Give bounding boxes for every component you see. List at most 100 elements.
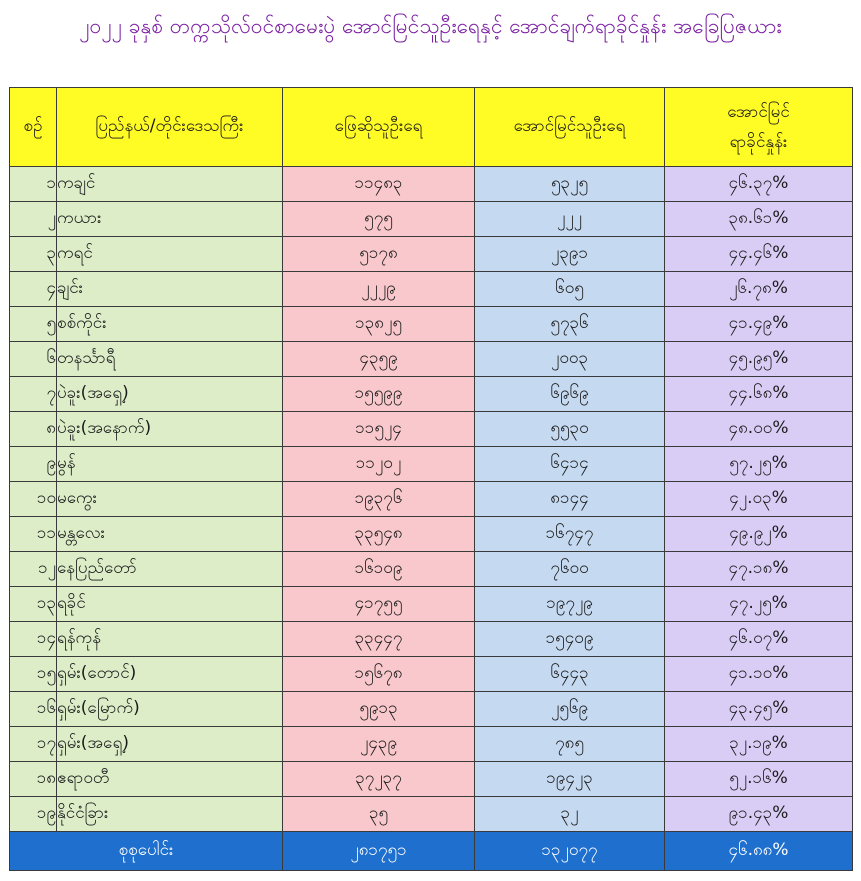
table-row: ၇ပဲခူး(အရှေ့) ၁၅၅၉၉ ၆၉၆၉ ၄၄.၆၈% [9,376,853,412]
region-name-cell: ချင်း [56,271,283,307]
passed-count-cell: ၅၃၂၅ [474,166,665,202]
sat-count-cell: ၁၆၁၀၉ [282,551,475,587]
sat-count-cell: ၄၃၅၉ [282,341,475,377]
pass-rate-cell: ၅၂.၁၆% [664,761,853,797]
pass-rate-cell: ၄၁.၁၀% [664,656,853,692]
passed-count-cell: ၂၀၀၃ [474,341,665,377]
sat-count-cell: ၃၇၂၃၇ [282,761,475,797]
sat-count-cell: ၁၅၅၉၉ [282,376,475,412]
row-number-cell: ၁၄ [9,621,57,657]
pass-rate-cell: ၄၄.၄၆% [664,236,853,272]
region-name-cell: နိုင်ငံခြား [56,796,283,832]
pass-rate-cell: ၂၆.၇၈% [664,271,853,307]
passed-count-cell: ၁၉၇၂၉ [474,586,665,622]
passed-count-cell: ၁၆၇၄၇ [474,516,665,552]
sat-count-cell: ၄၁၇၅၅ [282,586,475,622]
results-table: စဉ် ပြည်နယ်/တိုင်းဒေသကြီး ဖြေဆိုသူဦးရေ အ… [9,87,853,871]
sat-count-cell: ၂၄၃၉ [282,726,475,762]
pass-rate-cell: ၄၃.၄၅% [664,691,853,727]
passed-count-cell: ၂၂၂ [474,201,665,237]
table-row: ၈ပဲခူး(အနောက်) ၁၁၅၂၄ ၅၅၃၀ ၄၈.၀၀% [9,411,853,447]
row-number-cell: ၁၁ [9,516,57,552]
region-name-cell: မွန် [56,446,283,482]
total-row: စုစုပေါင်း ၂၈၁၇၅၁ ၁၃၂၀၇၇ ၄၆.၈၈% [9,831,853,871]
pass-rate-cell: ၄၅.၉၅% [664,341,853,377]
table-row: ၄ချင်း ၂၂၂၉ ၆၀၅ ၂၆.၇၈% [9,271,853,307]
region-name-cell: စစ်ကိုင်း [56,306,283,342]
page-title: ၂၀၂၂ ခုနှစ် တက္ကသိုလ်ဝင်စာမေးပွဲ အောင်မြ… [79,14,782,38]
region-name-cell: ရခိုင် [56,586,283,622]
table-row: ၉မွန် ၁၁၂၀၂ ၆၄၁၄ ၅၇.၂၅% [9,446,853,482]
table-row: ၃ကရင် ၅၁၇၈ ၂၃၉၁ ၄၄.၄၆% [9,236,853,272]
header-sat: ဖြေဆိုသူဦးရေ [282,87,475,167]
header-pass-rate: အောင်မြင် ရာခိုင်နှုန်း [664,87,853,167]
header-passed: အောင်မြင်သူဦးရေ [474,87,665,167]
row-number-cell: ၁၉ [9,796,57,832]
region-name-cell: ရှမ်း(မြောက်) [56,691,283,727]
row-number-cell: ၇ [9,376,57,412]
table-row: ၁၈ ဧရာဝတီ ၃၇၂၃၇ ၁၉၄၂၃ ၅၂.၁၆% [9,761,853,797]
region-name-cell: ရှမ်း(အရှေ့) [56,726,283,762]
sat-count-cell: ၃၃၄၄၇ [282,621,475,657]
region-name-cell: ကယား [56,201,283,237]
row-number-cell: ၆ [9,341,57,377]
row-number-cell: ၁၂ [9,551,57,587]
table-row: ၁ကချင် ၁၁၄၈၃ ၅၃၂၅ ၄၆.၃၇% [9,166,853,202]
header-pass-rate-line1: အောင်မြင် [727,102,790,122]
total-label: စုစုပေါင်း [9,831,283,871]
table-header-row: စဉ် ပြည်နယ်/တိုင်းဒေသကြီး ဖြေဆိုသူဦးရေ အ… [9,87,853,167]
table-row: ၁၉ နိုင်ငံခြား ၃၅ ၃၂ ၉၁.၄၃% [9,796,853,832]
pass-rate-cell: ၃၈.၆၁% [664,201,853,237]
passed-count-cell: ၆၉၆၉ [474,376,665,412]
passed-count-cell: ၆၀၅ [474,271,665,307]
pass-rate-cell: ၄၁.၄၉% [664,306,853,342]
total-passed: ၁၃၂၀၇၇ [474,831,665,871]
passed-count-cell: ၇၈၅ [474,726,665,762]
sat-count-cell: ၁၁၂၀၂ [282,446,475,482]
row-number-cell: ၅ [9,306,57,342]
passed-count-cell: ၈၁၄၄ [474,481,665,517]
sat-count-cell: ၃၅ [282,796,475,832]
header-no: စဉ် [9,87,57,167]
table-row: ၁၆ ရှမ်း(မြောက်) ၅၉၁၃ ၂၅၆၉ ၄၃.၄၅% [9,691,853,727]
sat-count-cell: ၂၂၂၉ [282,271,475,307]
passed-count-cell: ၆၄၄၃ [474,656,665,692]
pass-rate-cell: ၉၁.၄၃% [664,796,853,832]
row-number-cell: ၁၇ [9,726,57,762]
region-name-cell: မကွေး [56,481,283,517]
sat-count-cell: ၁၁၅၂၄ [282,411,475,447]
pass-rate-cell: ၄၄.၆၈% [664,376,853,412]
total-sat: ၂၈၁၇၅၁ [282,831,475,871]
region-name-cell: ကချင် [56,166,283,202]
sat-count-cell: ၁၅၆၇၈ [282,656,475,692]
table-row: ၁၃ ရခိုင် ၄၁၇၅၅ ၁၉၇၂၉ ၄၇.၂၅% [9,586,853,622]
total-pct: ၄၆.၈၈% [664,831,853,871]
pass-rate-cell: ၄၈.၀၀% [664,411,853,447]
passed-count-cell: ၂၃၉၁ [474,236,665,272]
region-name-cell: ရန်ကုန် [56,621,283,657]
region-name-cell: ဧရာဝတီ [56,761,283,797]
passed-count-cell: ၁၅၄၀၉ [474,621,665,657]
row-number-cell: ၃ [9,236,57,272]
pass-rate-cell: ၃၂.၁၉% [664,726,853,762]
table-row: ၁၄ ရန်ကုန် ၃၃၄၄၇ ၁၅၄၀၉ ၄၆.၀၇% [9,621,853,657]
pass-rate-cell: ၄၂.၀၃% [664,481,853,517]
row-number-cell: ၂ [9,201,57,237]
table-row: ၁၂ နေပြည်တော် ၁၆၁၀၉ ၇၆၀၀ ၄၇.၁၈% [9,551,853,587]
pass-rate-cell: ၄၇.၂၅% [664,586,853,622]
table-row: ၁၁ မန္တလေး ၃၃၅၄၈ ၁၆၇၄၇ ၄၉.၉၂% [9,516,853,552]
region-name-cell: ပဲခူး(အရှေ့) [56,376,283,412]
sat-count-cell: ၅၁၇၈ [282,236,475,272]
sat-count-cell: ၅၉၁၃ [282,691,475,727]
table-row: ၁၀ မကွေး ၁၉၃၇၆ ၈၁၄၄ ၄၂.၀၃% [9,481,853,517]
row-number-cell: ၈ [9,411,57,447]
table-row: ၅စစ်ကိုင်း ၁၃၈၂၅ ၅၇၃၆ ၄၁.၄၉% [9,306,853,342]
pass-rate-cell: ၄၆.၃၇% [664,166,853,202]
passed-count-cell: ၆၄၁၄ [474,446,665,482]
row-number-cell: ၁၀ [9,481,57,517]
region-name-cell: ရှမ်း(တောင်) [56,656,283,692]
passed-count-cell: ၇၆၀၀ [474,551,665,587]
row-number-cell: ၁၈ [9,761,57,797]
row-number-cell: ၁၆ [9,691,57,727]
sat-count-cell: ၅၇၅ [282,201,475,237]
